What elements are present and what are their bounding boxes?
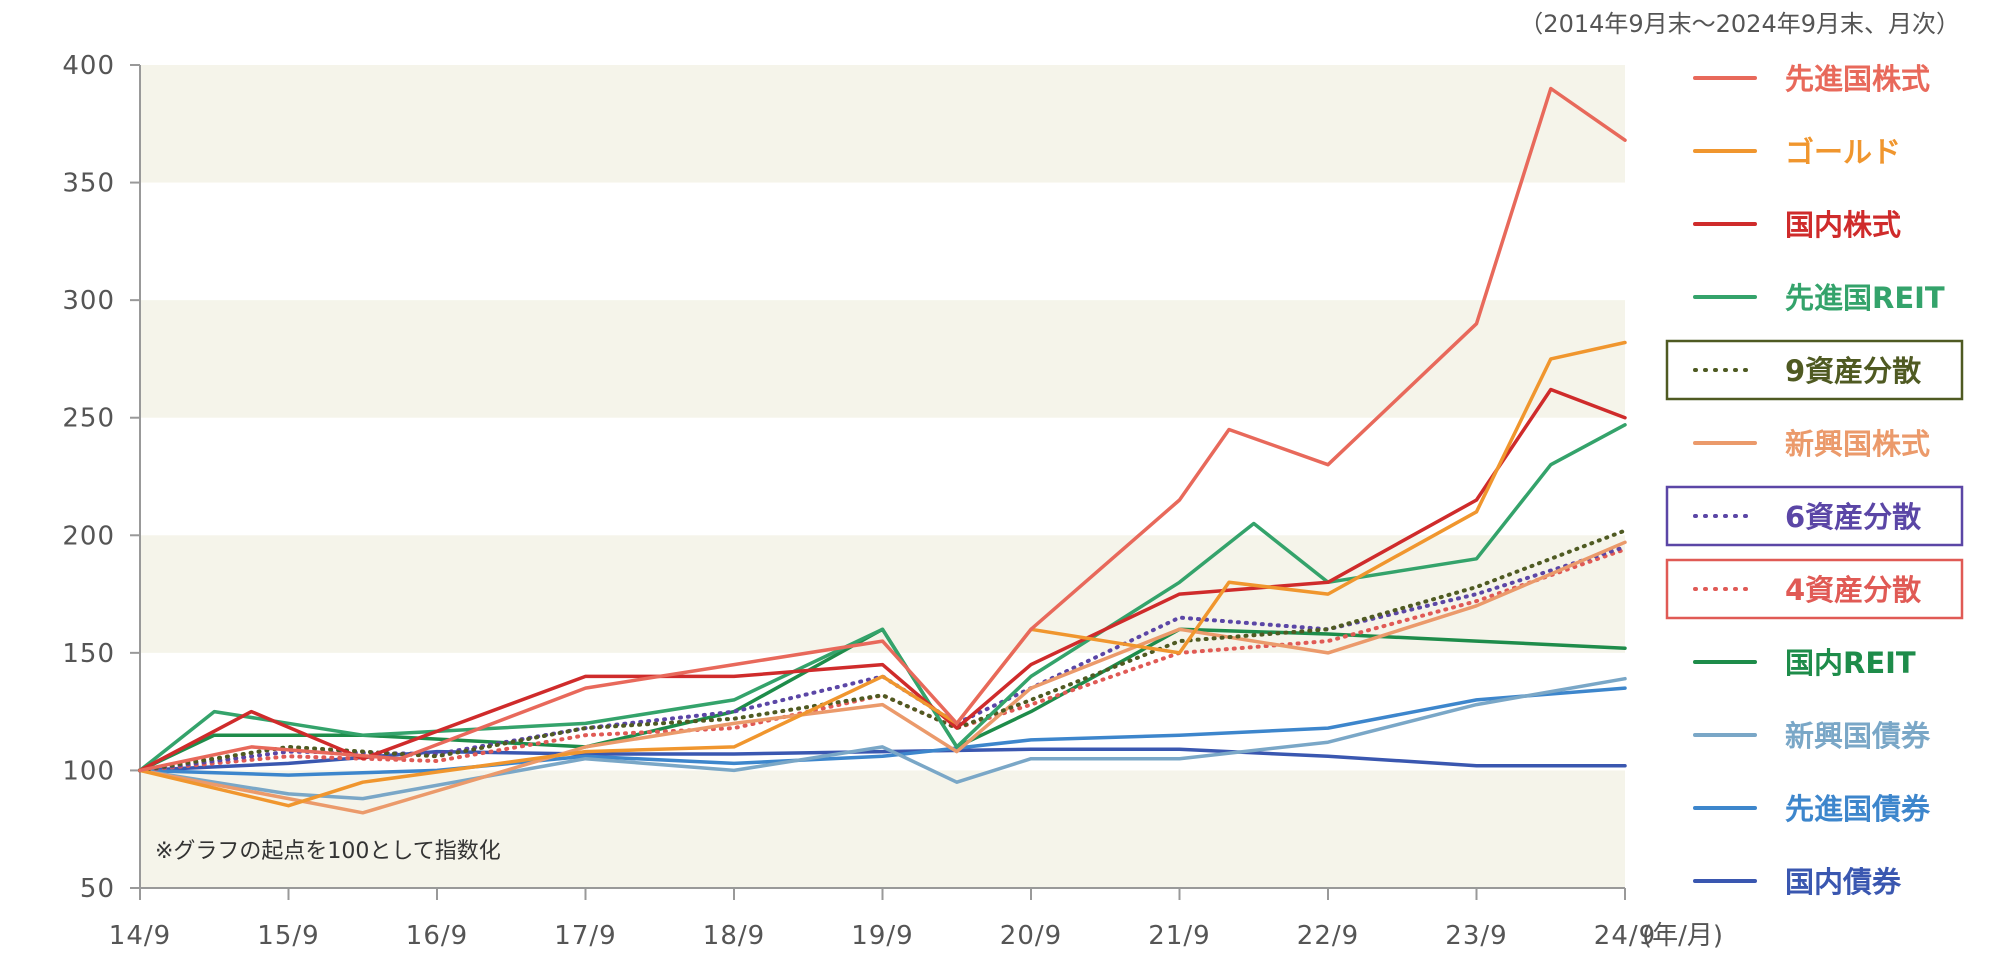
- y-tick-label: 100: [62, 756, 115, 786]
- series-line: [138, 686, 1627, 777]
- x-tick-label: 19/9: [851, 921, 913, 951]
- legend-label: 国内REIT: [1785, 646, 1916, 680]
- legend-label: 6資産分散: [1785, 500, 1921, 534]
- y-tick-label: 250: [62, 404, 115, 434]
- x-tick-label: 20/9: [1000, 921, 1062, 951]
- legend-label: ゴールド: [1785, 135, 1901, 169]
- plot-band: [140, 770, 1625, 888]
- y-tick-label: 400: [62, 51, 115, 81]
- plot-band: [140, 65, 1625, 183]
- series-line: [138, 86, 1627, 773]
- y-tick-label: 200: [62, 521, 115, 551]
- plot-band: [140, 300, 1625, 418]
- legend-label: 先進国REIT: [1785, 281, 1945, 315]
- x-tick-label: 15/9: [257, 921, 319, 951]
- series-line: [138, 747, 1627, 773]
- y-tick-label: 50: [80, 874, 115, 904]
- series-line: [138, 387, 1627, 773]
- legend-label: 4資産分散: [1785, 573, 1921, 607]
- x-tick-label: 21/9: [1148, 921, 1210, 951]
- x-tick-label: 23/9: [1445, 921, 1507, 951]
- x-tick-label: 24/9: [1594, 921, 1656, 951]
- legend-label: 新興国株式: [1785, 427, 1930, 461]
- period-label: （2014年9月末～2024年9月末、月次）: [1519, 10, 1960, 38]
- legend-box: [1665, 339, 1964, 401]
- x-axis-unit: (年/月): [1642, 921, 1723, 951]
- x-tick-label: 16/9: [406, 921, 468, 951]
- legend-box: [1665, 485, 1964, 547]
- x-tick-label: 18/9: [703, 921, 765, 951]
- y-axis: 50 100 150 200 250 300 350 400: [62, 51, 141, 904]
- y-tick-label: 350: [62, 169, 115, 199]
- y-tick-label: 300: [62, 286, 115, 316]
- legend-label: 国内株式: [1785, 208, 1901, 242]
- legend-label: 先進国株式: [1785, 62, 1930, 96]
- series-line: [138, 540, 1627, 815]
- x-axis: 14/9 15/9 16/9 17/9 18/9 19/9 20/9 21/9 22/9 23/9…: [109, 887, 1656, 951]
- series-line: [138, 676, 1627, 801]
- x-tick-label: 22/9: [1297, 921, 1359, 951]
- legend-label: 国内債券: [1785, 865, 1902, 899]
- legend-label: 先進国債券: [1785, 792, 1931, 826]
- x-tick-label: 17/9: [554, 921, 616, 951]
- x-tick-label: 14/9: [109, 921, 171, 951]
- legend-label: 新興国債券: [1785, 719, 1931, 753]
- y-tick-label: 150: [62, 639, 115, 669]
- series-line: [138, 547, 1627, 773]
- legend-label: 9資産分散: [1785, 354, 1921, 388]
- chart-note: ※グラフの起点を100として指数化: [155, 839, 501, 864]
- series-lines: [138, 86, 1627, 815]
- plot-background-bands: [140, 65, 1625, 888]
- series-line: [138, 423, 1627, 773]
- legend-box: [1665, 558, 1964, 620]
